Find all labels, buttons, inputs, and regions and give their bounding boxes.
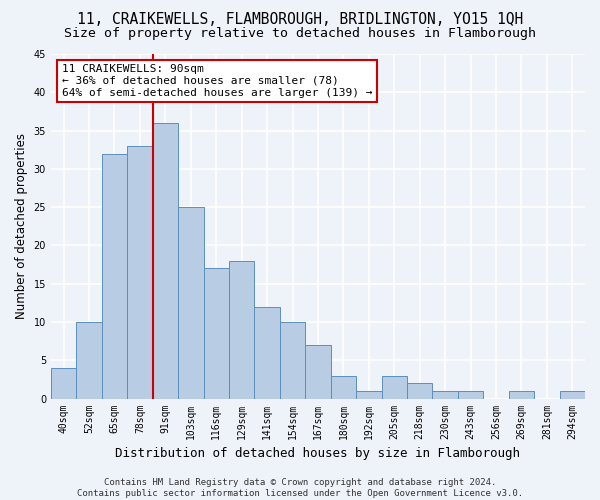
Bar (76, 322, 102, 398)
Bar (382, 376, 407, 398)
Text: Contains HM Land Registry data © Crown copyright and database right 2024.
Contai: Contains HM Land Registry data © Crown c… (77, 478, 523, 498)
Bar (178, 207, 203, 398)
Bar (280, 322, 305, 398)
Bar (229, 260, 254, 398)
Bar (305, 345, 331, 399)
Bar (127, 146, 152, 399)
Text: Size of property relative to detached houses in Flamborough: Size of property relative to detached ho… (64, 28, 536, 40)
Bar (560, 391, 585, 398)
Bar (458, 391, 483, 398)
Bar (433, 391, 458, 398)
Bar (51, 368, 76, 398)
Bar (407, 383, 433, 398)
Bar (203, 268, 229, 398)
Bar (331, 376, 356, 398)
Bar (152, 123, 178, 398)
X-axis label: Distribution of detached houses by size in Flamborough: Distribution of detached houses by size … (115, 447, 520, 460)
Text: 11, CRAIKEWELLS, FLAMBOROUGH, BRIDLINGTON, YO15 1QH: 11, CRAIKEWELLS, FLAMBOROUGH, BRIDLINGTO… (77, 12, 523, 28)
Y-axis label: Number of detached properties: Number of detached properties (15, 134, 28, 320)
Text: 11 CRAIKEWELLS: 90sqm
← 36% of detached houses are smaller (78)
64% of semi-deta: 11 CRAIKEWELLS: 90sqm ← 36% of detached … (62, 64, 372, 98)
Bar (356, 391, 382, 398)
Bar (254, 306, 280, 398)
Bar (102, 154, 127, 398)
Bar (509, 391, 534, 398)
